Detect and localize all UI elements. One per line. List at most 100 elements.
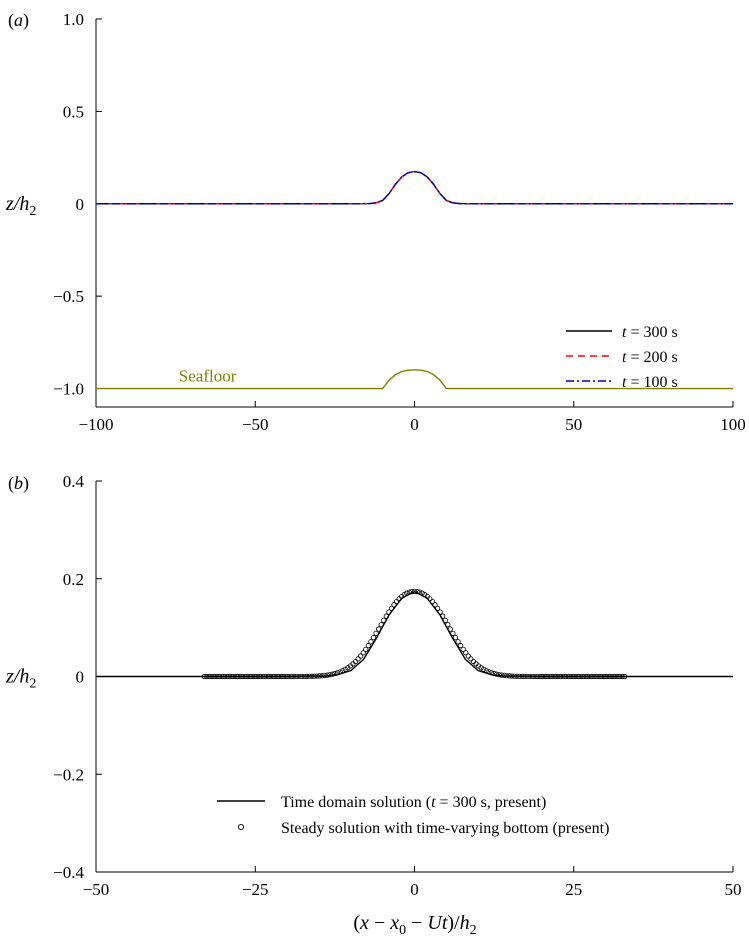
data-point xyxy=(596,673,602,680)
x-tick-label: 100 xyxy=(720,415,746,434)
data-point xyxy=(368,639,374,645)
data-point xyxy=(488,670,495,676)
y-tick-label: −0.4 xyxy=(53,863,84,882)
data-point xyxy=(534,673,541,680)
data-point xyxy=(317,673,323,679)
data-point xyxy=(296,673,302,680)
data-point xyxy=(406,589,412,595)
y-tick-label: 0 xyxy=(76,195,85,214)
data-point xyxy=(450,630,456,636)
data-point xyxy=(460,646,466,652)
panel-b: −50 −25 0 25 50 −0.4 −0.2 0 0.2 0.4 (b) Time domain… xyxy=(8,472,742,938)
data-point xyxy=(404,590,410,596)
series-markers xyxy=(201,588,628,680)
data-point xyxy=(217,673,223,680)
data-point xyxy=(283,673,289,680)
data-point xyxy=(214,673,220,680)
data-point xyxy=(340,668,346,674)
data-point xyxy=(224,673,230,680)
data-point xyxy=(258,673,264,680)
data-point xyxy=(437,609,443,615)
data-point xyxy=(547,673,553,680)
data-point xyxy=(314,673,320,679)
data-point xyxy=(276,673,282,680)
data-point xyxy=(486,669,492,675)
data-point xyxy=(575,673,582,680)
data-point xyxy=(468,656,474,662)
x-tick-label: 0 xyxy=(410,880,419,899)
data-point xyxy=(388,605,395,611)
data-point xyxy=(591,673,597,680)
data-point xyxy=(601,673,607,680)
data-point xyxy=(360,650,366,656)
y-tick-label: 0.5 xyxy=(63,102,84,121)
data-point xyxy=(609,673,615,680)
data-point xyxy=(440,613,446,619)
data-point xyxy=(281,673,287,680)
seafloor-line xyxy=(96,369,733,390)
x-tick-label: 50 xyxy=(725,880,742,899)
data-point xyxy=(263,673,269,680)
data-point xyxy=(204,673,210,680)
data-point xyxy=(511,673,518,679)
data-point xyxy=(419,590,425,596)
data-point xyxy=(586,673,592,680)
data-point xyxy=(235,673,241,680)
data-point xyxy=(540,673,546,680)
x-tick-label: 25 xyxy=(565,880,582,899)
y-tick-label: 1.0 xyxy=(63,10,84,29)
legend-marker xyxy=(237,823,245,831)
data-point xyxy=(304,673,310,679)
legend-label: t = 200 s xyxy=(622,349,678,366)
series-line xyxy=(96,590,733,678)
data-point xyxy=(319,673,325,679)
data-point xyxy=(278,673,284,680)
data-point xyxy=(465,653,471,659)
legend-label: Time domain solution (t = 300 s, present… xyxy=(281,794,546,811)
data-point xyxy=(496,672,502,678)
data-point xyxy=(501,672,507,679)
data-point xyxy=(229,673,236,680)
y-tick-label: 0.4 xyxy=(63,472,85,491)
data-point xyxy=(409,589,415,595)
data-point xyxy=(273,673,279,680)
data-point xyxy=(311,673,318,679)
data-point xyxy=(270,673,277,680)
data-point xyxy=(309,673,315,679)
data-point xyxy=(329,671,336,677)
data-point xyxy=(417,589,423,595)
legend-label: t = 100 s xyxy=(622,374,678,391)
data-point xyxy=(619,673,625,680)
data-point xyxy=(445,622,451,628)
panel-label: (a) xyxy=(8,10,29,31)
data-point xyxy=(493,671,500,677)
data-point xyxy=(483,668,489,674)
data-point xyxy=(506,673,512,679)
data-point xyxy=(391,602,397,608)
data-point xyxy=(573,673,579,680)
x-tick-label: −25 xyxy=(242,880,269,899)
data-point xyxy=(363,646,369,652)
data-point xyxy=(565,673,571,680)
data-point xyxy=(383,613,389,619)
data-point xyxy=(532,673,538,680)
data-point xyxy=(478,665,484,671)
annotation-seafloor: Seafloor xyxy=(179,367,237,386)
data-point xyxy=(614,673,620,680)
data-point xyxy=(242,673,248,680)
data-point xyxy=(219,673,225,680)
data-point xyxy=(481,666,487,672)
y-axis-label: z/h2 xyxy=(5,193,36,219)
data-point xyxy=(434,605,441,611)
data-point xyxy=(570,673,577,680)
data-point xyxy=(293,673,300,680)
data-point xyxy=(378,622,384,628)
data-point xyxy=(537,673,543,680)
data-point xyxy=(240,673,246,680)
data-point xyxy=(452,634,459,641)
data-point xyxy=(288,673,295,680)
data-point xyxy=(299,673,305,680)
y-tick-label: −1.0 xyxy=(53,380,84,399)
data-point xyxy=(227,673,233,680)
